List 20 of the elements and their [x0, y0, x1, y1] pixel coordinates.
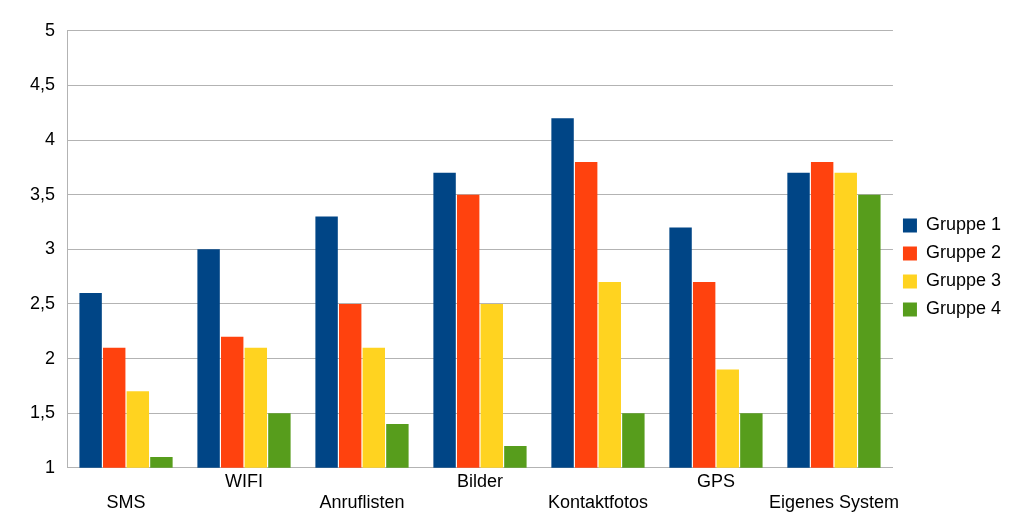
y-tick-label: 3 [45, 238, 56, 259]
x-tick-label: SMS [106, 492, 146, 513]
x-tick-label: Kontaktfotos [547, 492, 649, 513]
x-tick-label: WIFI [225, 470, 264, 491]
x-tick-label: Bilder [456, 470, 503, 491]
y-tick-label: 2,5 [29, 292, 56, 313]
y-tick-label: 2 [45, 347, 56, 368]
legend-label: Gruppe 3 [925, 270, 1002, 291]
y-tick-label: 4 [45, 129, 56, 150]
y-tick-label: 4,5 [29, 74, 56, 95]
x-tick-label: GPS [696, 470, 735, 491]
legend-label: Gruppe 4 [925, 298, 1002, 319]
y-tick-label: 3,5 [29, 183, 56, 204]
y-tick-label: 1 [45, 456, 56, 477]
y-tick-label: 5 [45, 19, 56, 40]
x-tick-label: Eigenes System [768, 492, 899, 513]
y-tick-label: 1,5 [29, 402, 56, 423]
x-tick-label: Anruflisten [319, 492, 405, 513]
legend-label: Gruppe 1 [925, 214, 1002, 235]
legend-label: Gruppe 2 [925, 242, 1002, 263]
